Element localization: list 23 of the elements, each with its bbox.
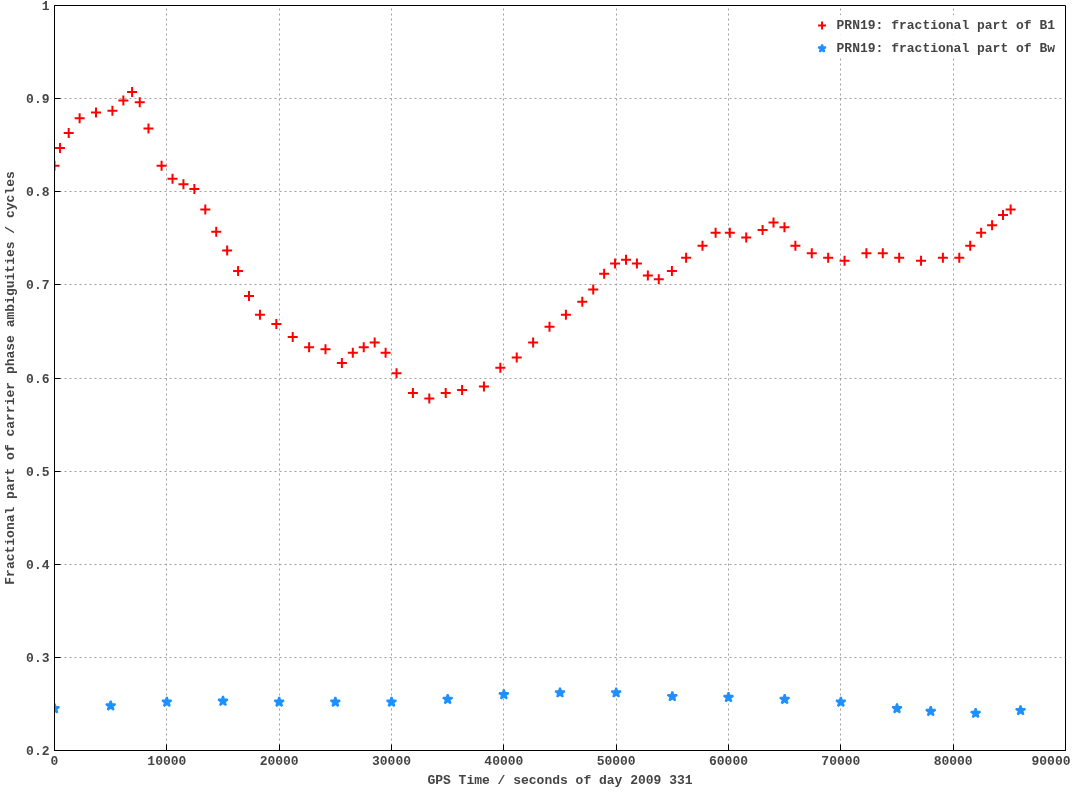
y-axis-title: Fractional part of carrier phase ambiguities / cycles	[3, 171, 19, 585]
y-tick-label: 0.2	[26, 744, 50, 759]
x-tick-label: 30000	[372, 753, 412, 769]
y-tick-label: 0.6	[26, 371, 50, 387]
y-tick-label: 0.8	[26, 185, 50, 201]
y-tick-label: 0.9	[26, 92, 50, 108]
x-tick-label: 10000	[147, 753, 187, 769]
x-axis-title: GPS Time / seconds of day 2009 331	[427, 772, 693, 788]
y-tick-label: 0.5	[26, 464, 50, 480]
y-tick-label: 0.7	[26, 278, 50, 294]
x-tick-label: 70000	[821, 753, 861, 769]
x-tick-label: 80000	[933, 753, 973, 769]
y-tick-label: 0.3	[26, 650, 50, 666]
legend-label: PRN19: fractional part of B1	[836, 17, 1055, 33]
x-tick-label: 60000	[709, 753, 749, 769]
legend-label: PRN19: fractional part of Bw	[836, 40, 1055, 56]
y-tick-label: 0.4	[26, 557, 50, 573]
x-tick-label: 20000	[259, 753, 299, 769]
x-tick-label: 50000	[596, 753, 636, 769]
x-tick-label: 0	[50, 753, 59, 769]
y-tick-label: 1	[41, 0, 50, 14]
x-tick-label: 40000	[484, 753, 524, 769]
x-tick-label: 90000	[1031, 753, 1071, 769]
